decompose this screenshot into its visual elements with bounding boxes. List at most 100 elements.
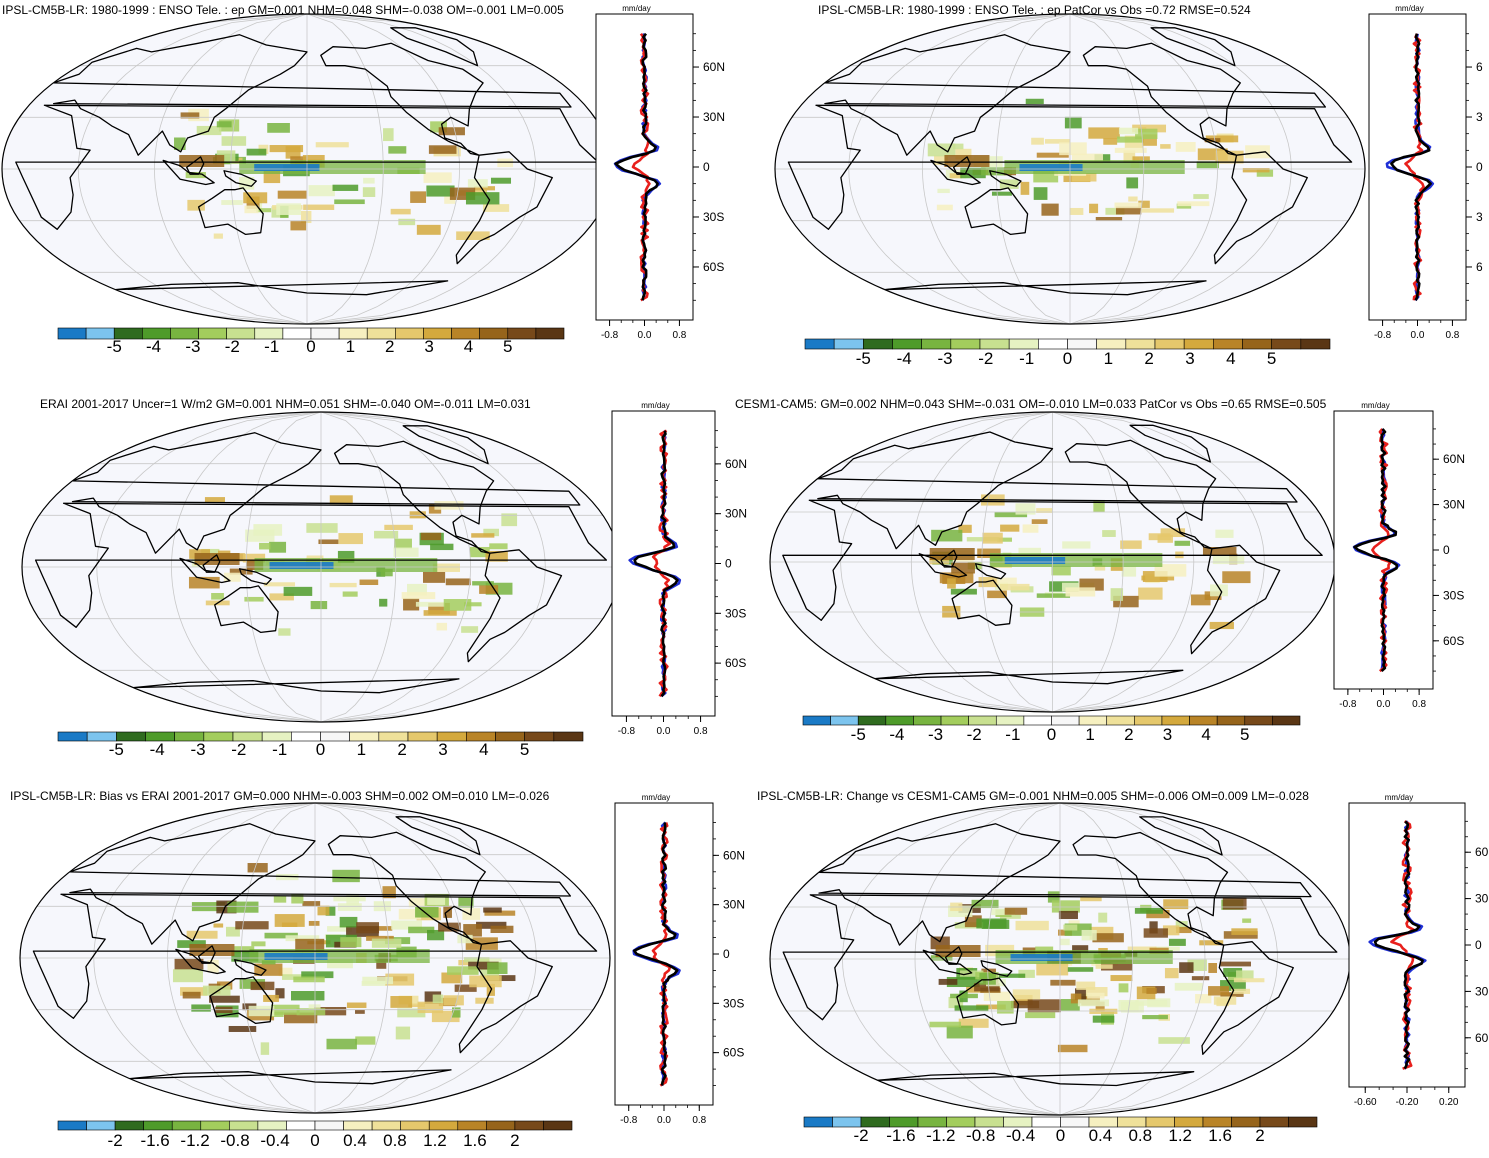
colorbar: -5 -4 -3 -2 -1 0 1 2 3 4 5	[57, 731, 584, 759]
anomaly-field	[927, 98, 1274, 222]
colorbar-swatch	[950, 338, 981, 350]
lat-tick-label: 60S	[1475, 1031, 1489, 1045]
profile-unit-label: mm/day	[1385, 793, 1413, 802]
land-australia	[197, 187, 264, 236]
colorbar-swatch	[1242, 338, 1272, 350]
colorbar-tick-label: 2	[397, 740, 406, 759]
lat-tick-label: 60N	[1475, 845, 1489, 859]
profile-x-tick-label: 0.8	[694, 726, 708, 737]
colorbar-tick-label: -3	[937, 349, 952, 368]
colorbar-tick-label: 3	[424, 337, 433, 356]
colorbar-tick-label: -1	[1005, 725, 1020, 744]
land-greenland	[1139, 816, 1223, 856]
map-globe	[769, 411, 1336, 713]
colorbar-tick-label: -0.8	[966, 1126, 995, 1145]
land-greenland	[1150, 27, 1236, 67]
land-indonesia	[162, 159, 215, 186]
colorbar-swatch	[407, 731, 438, 742]
profile-line-zonal	[633, 822, 679, 1086]
land-eurasia	[818, 823, 1312, 946]
colorbar-tick-label: -2	[853, 1126, 868, 1145]
colorbar-tick-label: -4	[150, 740, 165, 759]
colorbar-tick-label: -3	[928, 725, 943, 744]
colorbar-swatch	[57, 731, 88, 742]
colorbar-tick-label: 0.8	[383, 1131, 407, 1150]
colorbar-swatch	[921, 338, 952, 350]
colorbar-tick-label: -1.6	[886, 1126, 915, 1145]
colorbar-swatch	[457, 1120, 487, 1131]
colorbar-swatch	[940, 715, 969, 726]
colorbar-swatch	[343, 1120, 373, 1131]
land-africa	[15, 104, 599, 230]
colorbar-tick-label: 0	[316, 740, 325, 759]
colorbar-swatch	[428, 1120, 459, 1131]
graticule	[22, 412, 620, 722]
land-africa	[32, 893, 598, 1019]
lat-tick-label: 6	[1476, 60, 1483, 74]
colorbar-tick-label: -0.8	[220, 1131, 249, 1150]
profile-x-tick-label: -0.8	[601, 330, 619, 341]
colorbar-swatch	[1272, 715, 1301, 726]
lat-tick-label: 60S	[703, 260, 724, 274]
colorbar-swatch	[371, 1120, 401, 1131]
map-globe	[19, 802, 611, 1114]
colorbar-tick-label: -3	[185, 337, 200, 356]
lat-tick-label: 0	[725, 557, 732, 571]
colorbar-swatch	[553, 731, 584, 742]
colorbar-swatch	[1216, 715, 1246, 726]
colorbar-tick-label: 1.6	[463, 1131, 487, 1150]
profile-line-zonal	[1353, 428, 1399, 673]
colorbar-tick-label: 5	[1240, 725, 1249, 744]
panel-title: IPSL-CM5B-LR: 1980-1999 : ENSO Tele. : e…	[2, 3, 564, 17]
colorbar-swatch	[1078, 715, 1108, 726]
colorbar-tick-label: -1	[272, 740, 287, 759]
colorbar-tick-label: -1	[264, 337, 279, 356]
colorbar-tick-label: -0.4	[1006, 1126, 1035, 1145]
colorbar-swatch	[1183, 338, 1214, 350]
colorbar-swatch	[257, 1120, 287, 1131]
colorbar-tick-label: -3	[190, 740, 205, 759]
land-eurasia	[52, 34, 572, 156]
profile-unit-label: mm/day	[1361, 401, 1389, 410]
colorbar-tick-label: 0.4	[1089, 1126, 1113, 1145]
colorbar-tick-label: 0	[1063, 349, 1072, 368]
profile-line-model	[1390, 820, 1415, 1070]
profile-x-tick-label: 0.8	[692, 1115, 706, 1126]
profile-x-tick-label: -0.8	[1339, 699, 1357, 710]
profile-unit-label: mm/day	[622, 4, 650, 13]
colorbar-swatch	[1213, 338, 1243, 350]
colorbar-tick-label: -0.4	[260, 1131, 289, 1150]
land-new-guinea	[238, 568, 272, 585]
profile-x-tick-label: 0.0	[1377, 699, 1391, 710]
land-south-america	[1213, 151, 1308, 265]
colorbar-swatch	[543, 1120, 573, 1131]
panel-2: mm/day 6 3 0 3 6 -0.8 0.0 0.8 -5 -4 -3 -2 -1 0 1 2 3 4 5 IPS…	[774, 3, 1483, 368]
colorbar-tick-label: -5	[109, 740, 124, 759]
colorbar-tick-label: -2	[231, 740, 246, 759]
colorbar-swatch	[979, 338, 1010, 350]
land-north-america	[327, 831, 486, 945]
colorbar: -5 -4 -3 -2 -1 0 1 2 3 4 5	[802, 715, 1301, 744]
land-north-america	[320, 42, 484, 156]
colorbar-swatch	[1067, 338, 1097, 350]
panel-1: mm/day 60N 30N 0 30S 60S -0.8 0.0 0.8 -5 -4 -3 -2 -1 0…	[1, 3, 725, 356]
colorbar-tick-label: -2	[225, 337, 240, 356]
land-australia	[964, 187, 1029, 236]
colorbar-swatch	[1271, 338, 1302, 350]
land-new-guinea	[223, 170, 257, 187]
colorbar-swatch	[802, 715, 831, 726]
colorbar-swatch	[286, 1120, 316, 1131]
colorbar-tick-label: 0.8	[1128, 1126, 1152, 1145]
lat-tick-label: 3	[1476, 210, 1483, 224]
zonal-profile: mm/day 60N 30N 0 30S 60S -0.8 0.0 0.8	[614, 793, 745, 1126]
colorbar-swatch	[913, 715, 942, 726]
land-australia	[214, 585, 279, 634]
colorbar-tick-label: -1.6	[140, 1131, 169, 1150]
colorbar-swatch	[1038, 338, 1068, 350]
colorbar-swatch	[198, 327, 227, 340]
profile-line-model	[651, 822, 672, 1087]
colorbar-swatch	[1244, 715, 1273, 726]
colorbar-swatch	[171, 1120, 202, 1131]
colorbar-tick-label: 0	[1056, 1126, 1065, 1145]
